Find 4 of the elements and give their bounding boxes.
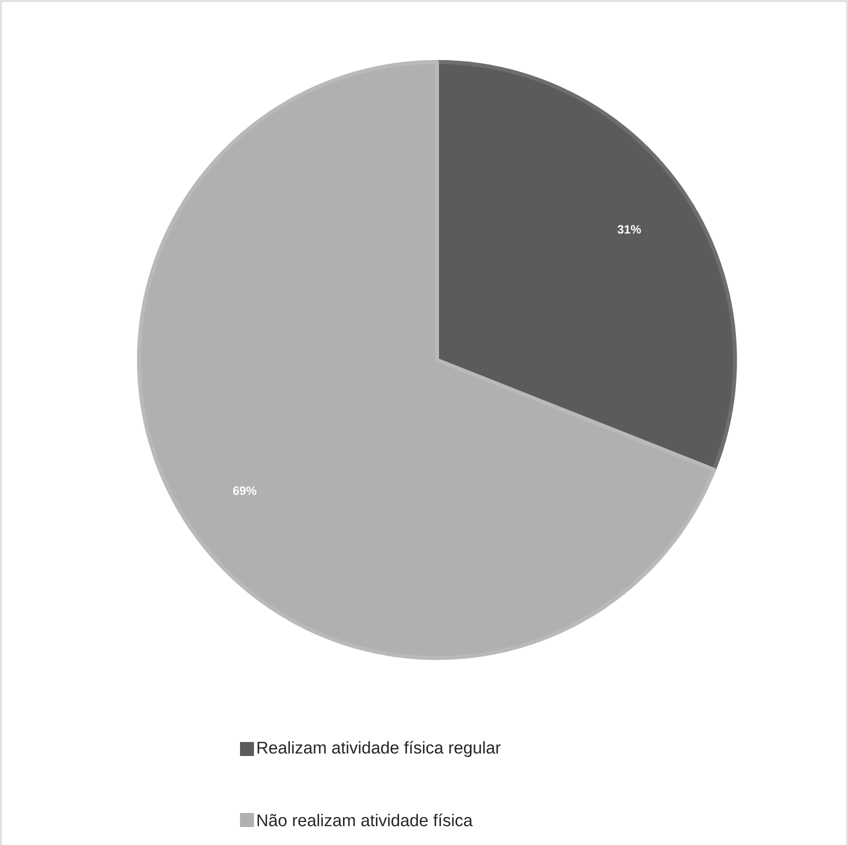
legend-label: Realizam atividade física regular <box>258 741 501 757</box>
legend-label: Não realizam atividade física <box>258 814 473 826</box>
data-label: 31% <box>618 225 641 234</box>
data-label: 69% <box>233 486 256 495</box>
